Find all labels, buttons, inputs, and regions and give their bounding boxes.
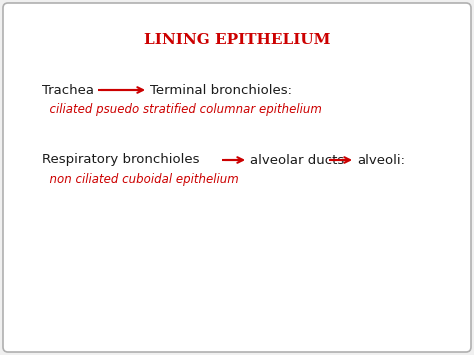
Text: Respiratory bronchioles: Respiratory bronchioles [42,153,200,166]
Text: LINING EPITHELIUM: LINING EPITHELIUM [144,33,330,47]
Text: ciliated psuedo stratified columnar epithelium: ciliated psuedo stratified columnar epit… [42,104,322,116]
FancyBboxPatch shape [3,3,471,352]
Text: alveoli:: alveoli: [357,153,405,166]
Text: non ciliated cuboidal epithelium: non ciliated cuboidal epithelium [42,174,239,186]
Text: alveolar ducts: alveolar ducts [250,153,344,166]
Text: Trachea: Trachea [42,83,94,97]
Text: Terminal bronchioles:: Terminal bronchioles: [150,83,292,97]
